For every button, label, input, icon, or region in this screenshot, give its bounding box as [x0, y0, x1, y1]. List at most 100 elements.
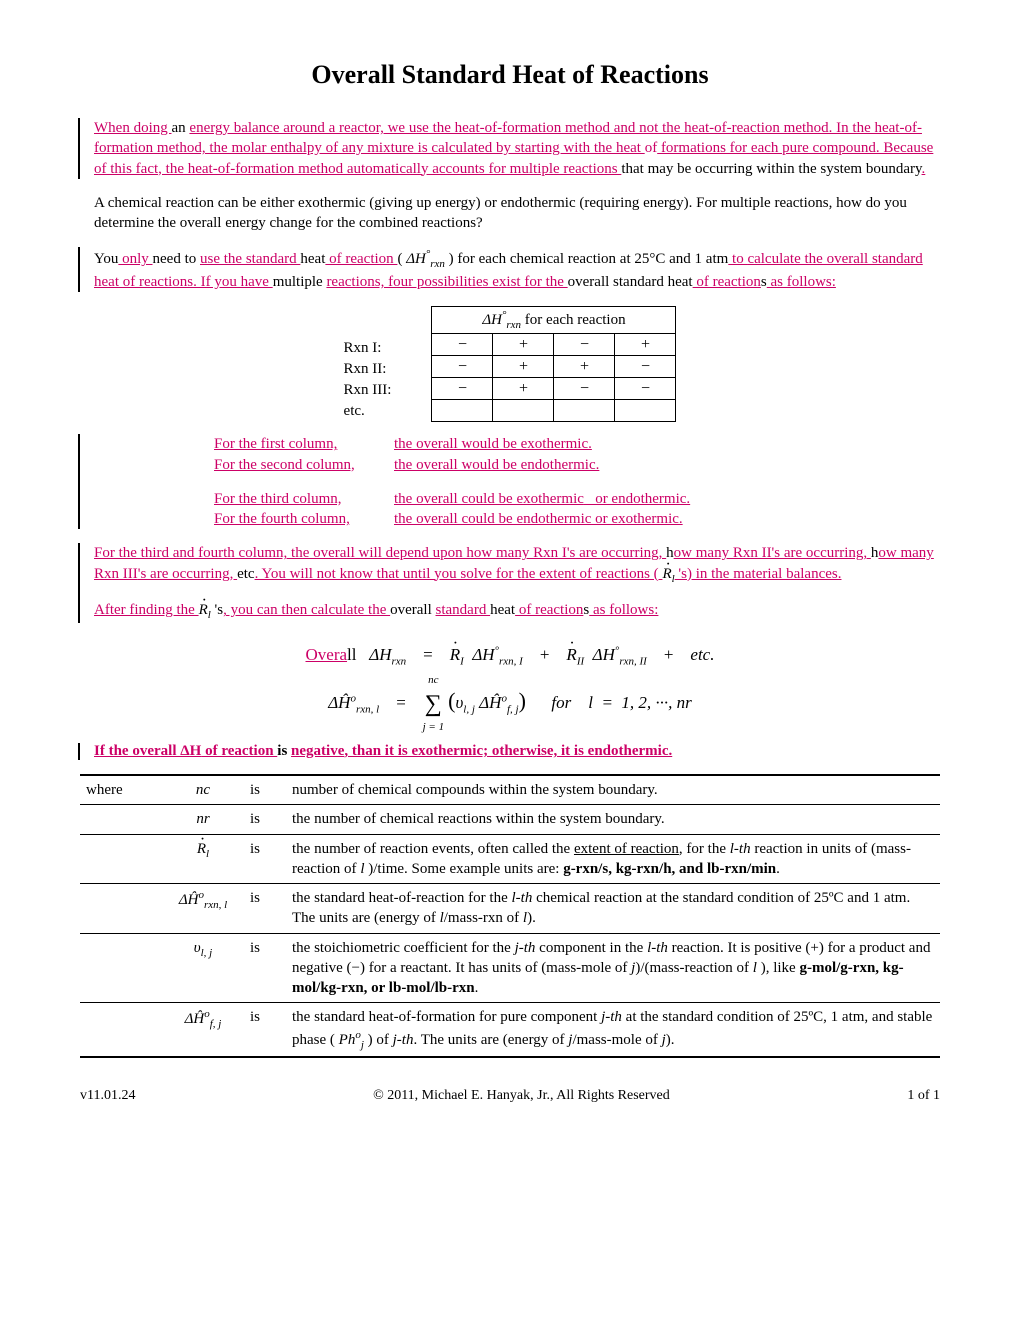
txt: /mass-mole of [572, 1032, 661, 1048]
txt: For the fourth column, [214, 509, 394, 529]
cell: − [554, 378, 615, 400]
table-row: −+−− [432, 378, 676, 400]
summary-line: If the overall ΔH of reaction is negativ… [94, 743, 940, 760]
txt: Ph [339, 1032, 356, 1048]
cell: nc [162, 775, 244, 805]
cell [432, 400, 493, 422]
txt: overall standard heat [568, 274, 693, 290]
cell: the standard heat-of-formation for pure … [286, 1003, 940, 1058]
cell: + [615, 334, 676, 356]
txt: υ [194, 940, 201, 956]
txt: ( [397, 251, 406, 267]
rxn-header: ΔH°rxn for each reaction [432, 307, 676, 334]
txt: For the third column, [214, 489, 394, 509]
after-paragraph: After finding the Rl 's, you can then ca… [94, 600, 940, 623]
cell: + [493, 378, 554, 400]
txt: ) of [364, 1032, 393, 1048]
cell [80, 884, 162, 934]
cell: the number of reaction events, often cal… [286, 834, 940, 884]
txt: extent of reaction [574, 841, 679, 857]
table-row: Rl is the number of reaction events, oft… [80, 834, 940, 884]
txt: nc [196, 782, 210, 798]
cell: − [432, 356, 493, 378]
txt: . [475, 980, 479, 996]
cell: the number of chemical reactions within … [286, 805, 940, 834]
txt: l [753, 960, 761, 976]
txt: of reaction [515, 602, 583, 618]
txt: j-th [515, 940, 536, 956]
rxn-label: Rxn I: [344, 338, 392, 359]
rxn-label: Rxn II: [344, 359, 392, 380]
txt: is [277, 743, 291, 759]
txt: g-rxn/s, kg-rxn/h, and lb-rxn/min [563, 861, 776, 877]
txt: ). [666, 1032, 675, 1048]
txt: l [206, 848, 209, 860]
cell: + [493, 356, 554, 378]
txt: only [118, 251, 152, 267]
txt: the standard heat-of-reaction for the [292, 890, 511, 906]
rxn-table: ΔH°rxn for each reaction −+−+ −++− −+−− [431, 306, 676, 422]
third-paragraph: For the third and fourth column, the ove… [94, 543, 940, 586]
txt: of reactions. If you have [119, 274, 273, 290]
cell: is [244, 805, 286, 834]
txt: ), like [761, 960, 800, 976]
txt: j-th [393, 1032, 414, 1048]
txt: j = 1 [423, 716, 444, 739]
txt: overall [390, 602, 435, 618]
txt: I [460, 656, 464, 668]
cell [80, 805, 162, 834]
txt: ) [519, 688, 526, 713]
txt: For the second column, [214, 455, 394, 475]
txt: or endothermic. [584, 491, 690, 507]
txt: as follows: [589, 602, 658, 618]
table-row: where nc is number of chemical compounds… [80, 775, 940, 805]
table-row: υl, j is the stoichiometric coefficient … [80, 933, 940, 1003]
txt: For the third and fourth column, the ove… [94, 545, 666, 561]
txt: the overall could be exothermic [394, 491, 584, 507]
txt: When doing [94, 120, 171, 136]
sigma-icon: nc∑j = 1 [425, 679, 442, 729]
txt: 's) in the material balances. [675, 566, 842, 582]
txt: f, j [210, 1018, 222, 1030]
plain-paragraph: A chemical reaction can be either exothe… [80, 193, 940, 234]
txt: R [199, 600, 208, 620]
txt: If the over [94, 743, 161, 759]
txt: use the standard [200, 251, 300, 267]
txt: the overall could be endothermic or exot… [394, 509, 683, 529]
txt: reactions, four possibilities exist for … [326, 274, 567, 290]
txt: ). [527, 910, 536, 926]
cell: where [80, 775, 162, 805]
txt: R [450, 637, 460, 673]
cell: υl, j [162, 933, 244, 1003]
page-title: Overall Standard Heat of Reactions [80, 60, 940, 90]
rxn-labels: Rxn I: Rxn II: Rxn III: etc. [344, 306, 432, 422]
cell: Rl [162, 834, 244, 884]
txt: of [645, 140, 658, 156]
txt: of reaction [201, 743, 277, 759]
txt: ΔH [472, 645, 494, 664]
cell: ΔĤorxn, l [162, 884, 244, 934]
txt: For the first column, [214, 434, 394, 454]
cell: is [244, 1003, 286, 1058]
txt: the standard heat-of-formation for pure … [292, 1009, 601, 1025]
cell [493, 400, 554, 422]
txt: 's are occurring, [138, 566, 237, 582]
txt: + [651, 645, 686, 664]
cell [615, 400, 676, 422]
cell: the standard heat-of-reaction for the l-… [286, 884, 940, 934]
txt: + [527, 645, 562, 664]
cell: ΔĤof, j [162, 1003, 244, 1058]
cell: is [244, 884, 286, 934]
cell: is [244, 933, 286, 1003]
definitions-table: where nc is number of chemical compounds… [80, 774, 940, 1058]
txt: l, j [201, 947, 213, 959]
cell: + [554, 356, 615, 378]
txt: ll [347, 645, 356, 664]
txt: rxn, II [619, 656, 647, 668]
txt: as follows: [767, 274, 836, 290]
cell [554, 400, 615, 422]
txt: etc [237, 566, 254, 582]
equation-line-2: ΔĤorxn, l = nc∑j = 1 (υl, j ΔĤof, j) for… [80, 678, 940, 729]
table-row: −++− [432, 356, 676, 378]
txt: need to [153, 251, 200, 267]
